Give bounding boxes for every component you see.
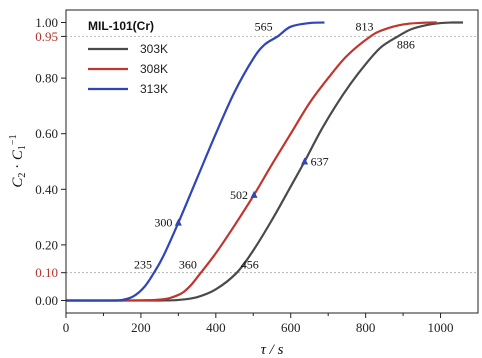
y-tick-label: 0.20	[35, 237, 58, 252]
annotation: 813	[356, 19, 374, 33]
x-tick-label: 600	[281, 320, 301, 335]
annotation: 235	[134, 258, 152, 272]
legend-label-308k: 308K	[140, 62, 168, 76]
y-tick-label: 0.40	[35, 182, 58, 197]
series-line-313k	[65, 21, 325, 302]
x-tick-label: 200	[131, 320, 151, 335]
y-tick-label: 1.00	[35, 15, 58, 30]
legend-label-303k: 303K	[140, 42, 168, 56]
axis-ticks: 0 200 400 600 800 1000 0.00 0.10 0.20 0.40 0.60 0.8…	[35, 15, 453, 335]
plot-frame	[65, 9, 479, 314]
series-markers: 300 502 637	[154, 155, 328, 230]
legend-title: MIL-101(Cr)	[88, 19, 154, 33]
marker-label: 637	[311, 155, 329, 169]
x-axis-title: τ / s	[261, 342, 284, 358]
marker-303k	[301, 157, 309, 165]
marker-313k	[174, 218, 182, 226]
annotation: 565	[255, 19, 273, 33]
y-axis-title: C2 · C1−1	[8, 134, 28, 187]
reference-lines	[66, 36, 478, 274]
marker-label: 502	[230, 188, 248, 202]
marker-label: 300	[154, 216, 172, 230]
annotation: 456	[241, 258, 259, 272]
y-tick-label: 0.80	[35, 71, 58, 86]
series-line-308k	[65, 21, 437, 302]
annotations: 235 360 456 565 813 886	[134, 19, 415, 271]
x-tick-label: 1000	[428, 320, 454, 335]
annotation: 360	[179, 258, 197, 272]
marker-308k	[250, 190, 258, 198]
legend-label-313k: 313K	[140, 82, 168, 96]
y-tick-label: 0.00	[35, 293, 58, 308]
legend: MIL-101(Cr) 303K 308K 313K	[88, 19, 168, 96]
y-tick-label: 0.95	[35, 29, 58, 44]
x-tick-label: 400	[206, 320, 226, 335]
y-tick-label: 0.10	[35, 265, 58, 280]
annotation: 886	[397, 37, 415, 51]
y-tick-label: 0.60	[35, 126, 58, 141]
series-lines	[65, 21, 464, 302]
series-line-303k	[65, 21, 464, 302]
x-tick-label: 0	[63, 320, 70, 335]
x-tick-label: 800	[356, 320, 376, 335]
